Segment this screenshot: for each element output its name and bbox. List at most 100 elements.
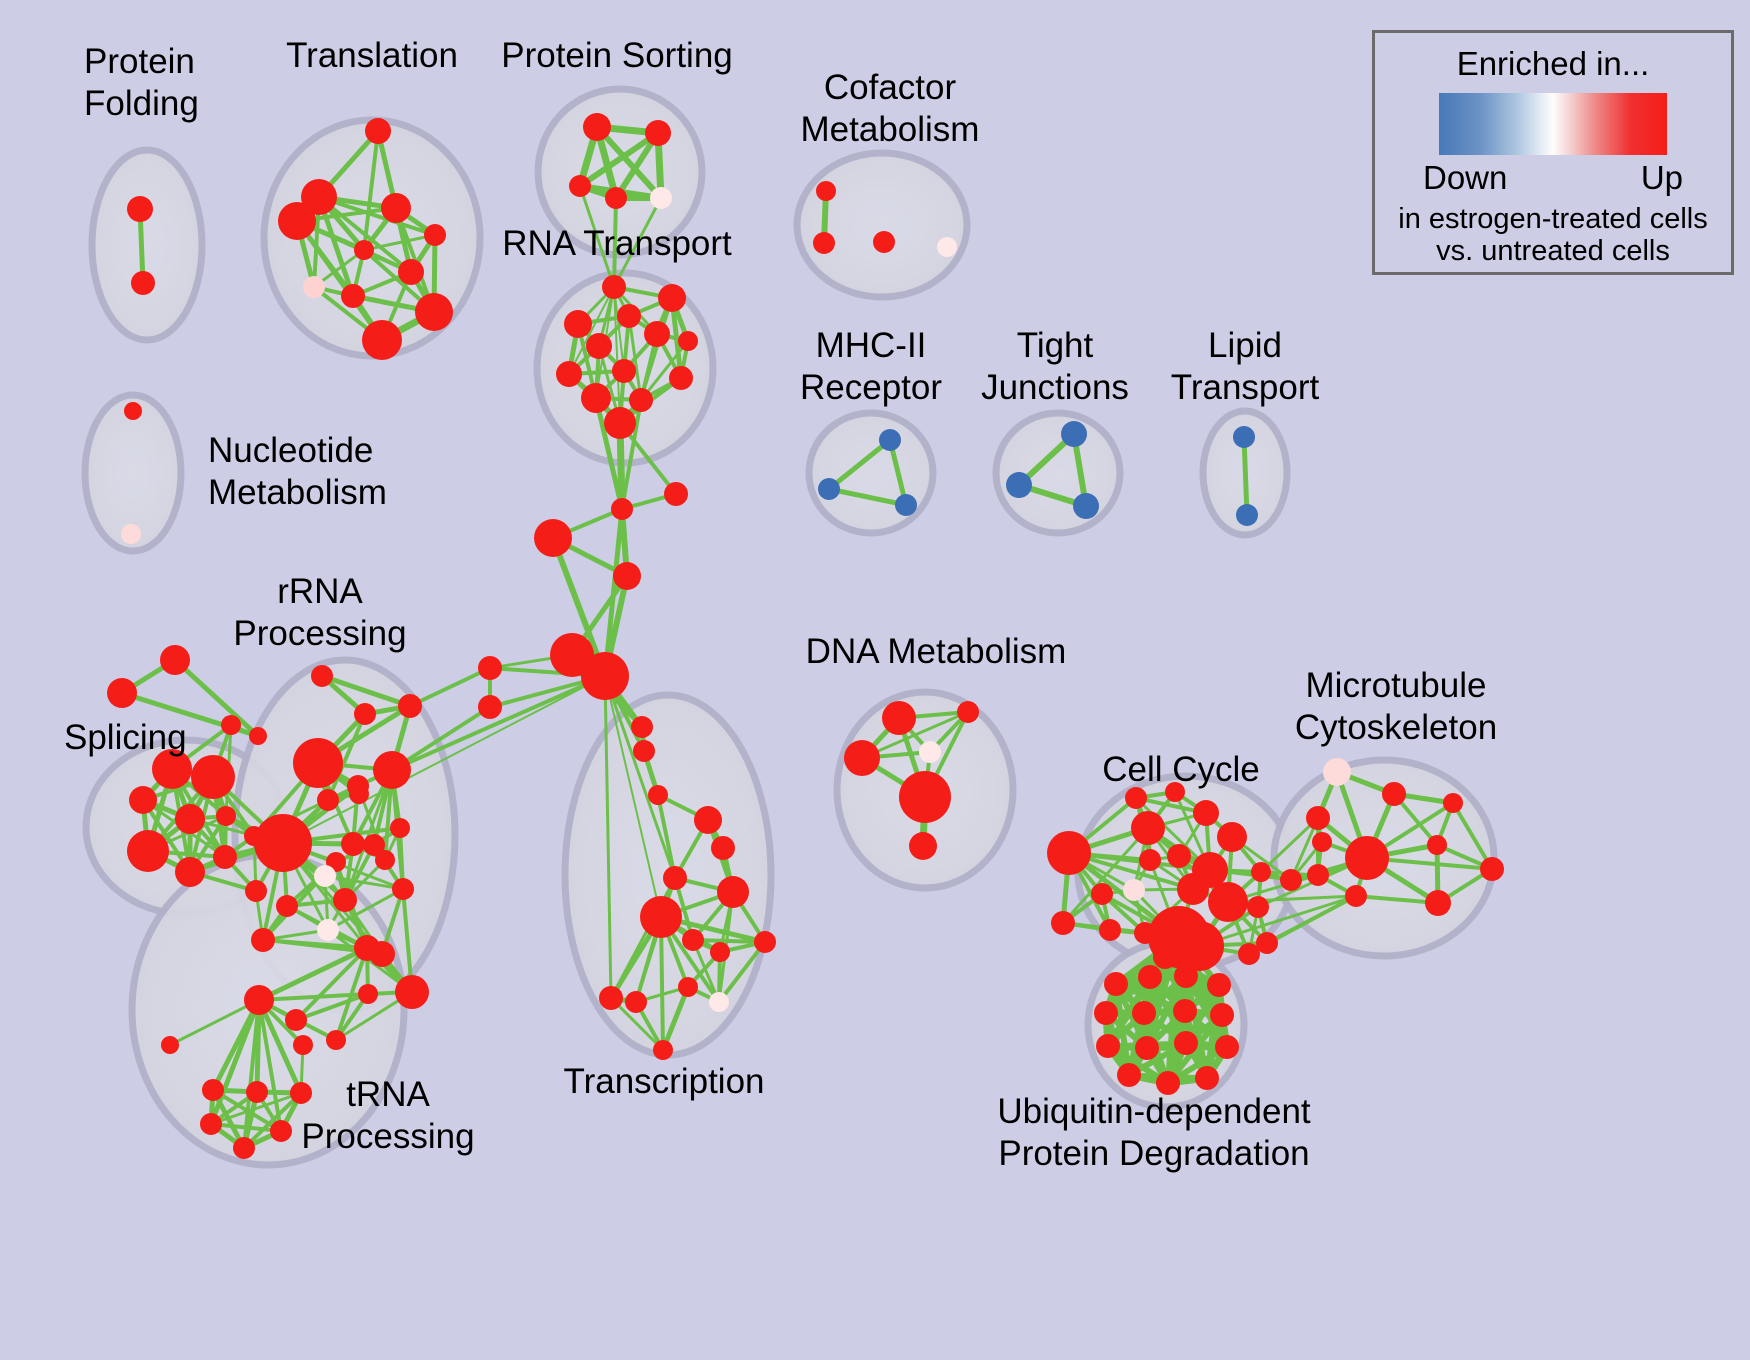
network-node[interactable] [678, 977, 698, 997]
network-node[interactable] [1091, 883, 1113, 905]
network-node[interactable] [1280, 869, 1302, 891]
network-node[interactable] [1480, 857, 1504, 881]
network-node[interactable] [127, 196, 153, 222]
network-node[interactable] [341, 832, 365, 856]
network-node[interactable] [710, 942, 730, 962]
network-node[interactable] [216, 806, 236, 826]
network-node[interactable] [415, 293, 453, 331]
network-node[interactable] [373, 751, 411, 789]
network-node[interactable] [709, 992, 729, 1012]
network-node[interactable] [270, 1120, 292, 1142]
network-node[interactable] [586, 333, 612, 359]
network-node[interactable] [669, 366, 693, 390]
network-node[interactable] [625, 991, 647, 1013]
network-node[interactable] [317, 919, 339, 941]
network-node[interactable] [534, 519, 572, 557]
network-node[interactable] [1177, 873, 1209, 905]
network-node[interactable] [1345, 836, 1389, 880]
network-node[interactable] [1006, 472, 1032, 498]
network-node[interactable] [354, 240, 374, 260]
network-node[interactable] [1047, 831, 1091, 875]
network-node[interactable] [1099, 919, 1121, 941]
network-node[interactable] [251, 928, 275, 952]
network-node[interactable] [1156, 1071, 1180, 1095]
network-node[interactable] [1345, 885, 1367, 907]
network-node[interactable] [583, 113, 611, 141]
network-node[interactable] [1051, 911, 1075, 935]
network-node[interactable] [202, 1079, 224, 1101]
network-node[interactable] [1382, 782, 1406, 806]
network-node[interactable] [844, 740, 880, 776]
network-node[interactable] [285, 1009, 307, 1031]
network-node[interactable] [1238, 943, 1260, 965]
network-node[interactable] [161, 1036, 179, 1054]
network-node[interactable] [645, 120, 671, 146]
network-node[interactable] [1427, 835, 1447, 855]
network-node[interactable] [369, 941, 395, 967]
network-node[interactable] [1425, 890, 1451, 916]
network-node[interactable] [602, 275, 626, 299]
network-node[interactable] [613, 562, 641, 590]
network-node[interactable] [550, 633, 594, 677]
network-node[interactable] [556, 361, 582, 387]
network-node[interactable] [293, 1035, 313, 1055]
network-node[interactable] [711, 836, 735, 860]
network-node[interactable] [301, 179, 337, 215]
network-node[interactable] [617, 304, 641, 328]
network-node[interactable] [244, 985, 274, 1015]
network-node[interactable] [1117, 1063, 1141, 1087]
network-node[interactable] [293, 738, 343, 788]
network-node[interactable] [1096, 1034, 1120, 1058]
network-node[interactable] [221, 715, 241, 735]
network-node[interactable] [1312, 832, 1332, 852]
network-node[interactable] [1153, 945, 1177, 969]
network-node[interactable] [604, 407, 636, 439]
network-node[interactable] [1061, 421, 1087, 447]
network-node[interactable] [1233, 426, 1255, 448]
network-node[interactable] [599, 986, 623, 1010]
network-node[interactable] [1174, 964, 1198, 988]
network-node[interactable] [341, 284, 365, 308]
network-node[interactable] [124, 402, 142, 420]
network-node[interactable] [919, 741, 941, 763]
network-node[interactable] [816, 181, 836, 201]
network-node[interactable] [311, 665, 333, 687]
network-node[interactable] [160, 645, 190, 675]
network-node[interactable] [664, 482, 688, 506]
network-node[interactable] [1123, 879, 1145, 901]
network-node[interactable] [424, 224, 446, 246]
network-node[interactable] [398, 694, 422, 718]
network-node[interactable] [1073, 493, 1099, 519]
network-node[interactable] [375, 850, 395, 870]
network-node[interactable] [478, 695, 502, 719]
network-node[interactable] [245, 880, 267, 902]
network-node[interactable] [605, 187, 627, 209]
network-node[interactable] [682, 929, 704, 951]
network-node[interactable] [818, 478, 840, 500]
network-node[interactable] [678, 331, 698, 351]
network-node[interactable] [1251, 862, 1271, 882]
network-node[interactable] [957, 701, 979, 723]
network-node[interactable] [1207, 973, 1231, 997]
network-node[interactable] [362, 320, 402, 360]
network-node[interactable] [909, 832, 937, 860]
network-node[interactable] [1174, 1031, 1198, 1055]
network-node[interactable] [107, 678, 137, 708]
network-node[interactable] [1323, 758, 1351, 786]
network-node[interactable] [653, 1040, 673, 1060]
network-node[interactable] [1132, 1001, 1156, 1025]
network-node[interactable] [1125, 787, 1147, 809]
network-node[interactable] [349, 784, 369, 804]
network-node[interactable] [363, 834, 385, 856]
network-node[interactable] [1306, 806, 1330, 830]
network-node[interactable] [365, 118, 391, 144]
network-node[interactable] [233, 1137, 255, 1159]
network-node[interactable] [358, 984, 378, 1004]
network-node[interactable] [633, 740, 655, 762]
network-node[interactable] [129, 786, 157, 814]
network-node[interactable] [879, 429, 901, 451]
network-node[interactable] [1173, 999, 1197, 1023]
network-node[interactable] [1208, 882, 1248, 922]
network-node[interactable] [200, 1113, 222, 1135]
network-node[interactable] [317, 789, 339, 811]
